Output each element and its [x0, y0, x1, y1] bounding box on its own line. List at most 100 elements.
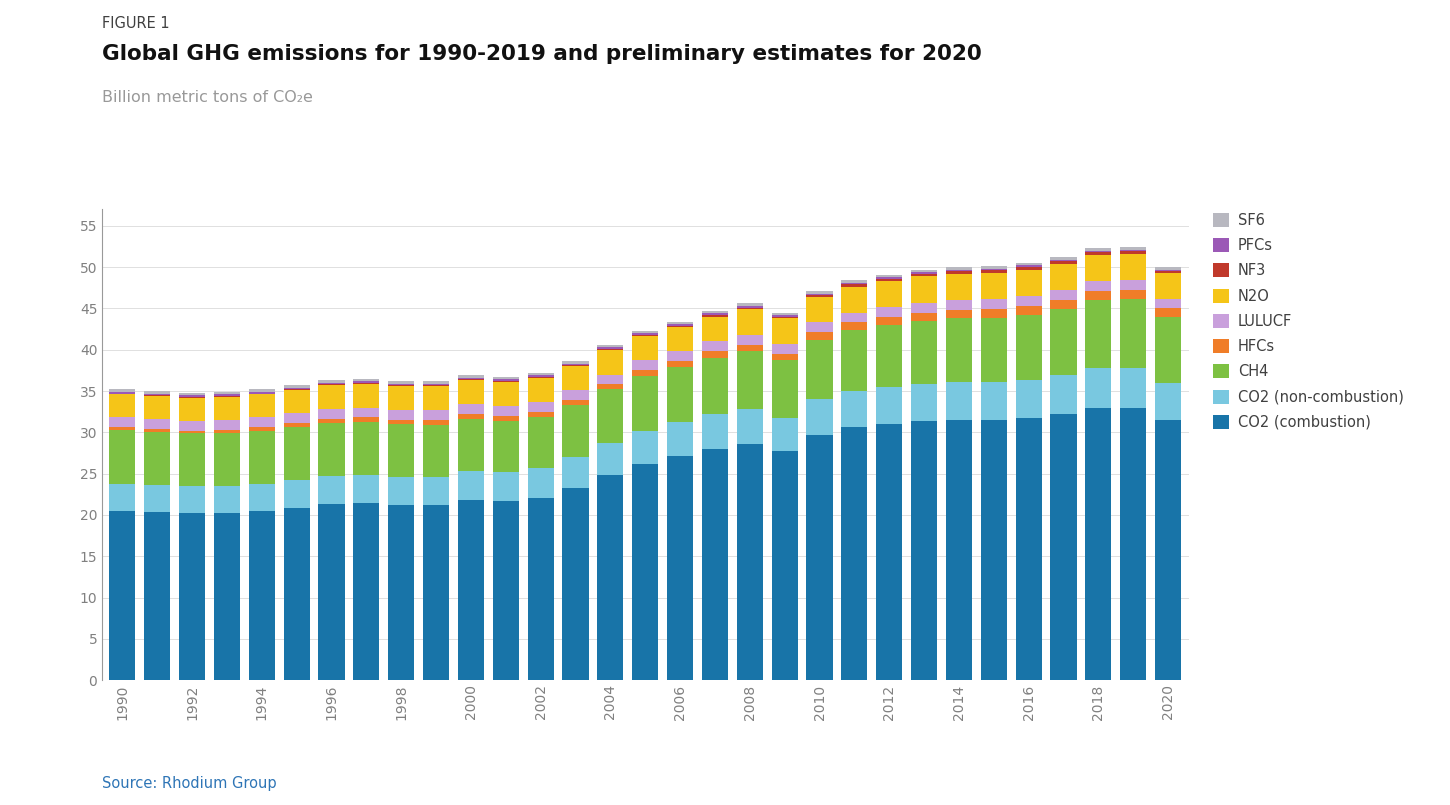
Bar — [876, 387, 902, 424]
Bar — [284, 414, 310, 423]
Bar — [528, 402, 554, 411]
Bar — [563, 400, 589, 405]
Bar — [1156, 271, 1182, 273]
Bar — [249, 390, 276, 392]
Bar — [597, 390, 624, 443]
Bar — [249, 511, 276, 680]
Bar — [563, 405, 589, 457]
Bar — [284, 386, 310, 388]
Bar — [841, 323, 867, 330]
Bar — [876, 325, 902, 387]
Bar — [458, 378, 484, 379]
Bar — [632, 376, 658, 431]
Bar — [597, 385, 624, 390]
Bar — [423, 381, 450, 384]
Bar — [1121, 407, 1147, 680]
Bar — [423, 386, 450, 410]
Bar — [215, 486, 241, 513]
Bar — [493, 472, 519, 501]
Bar — [980, 299, 1006, 309]
Bar — [1121, 254, 1147, 280]
Bar — [876, 307, 902, 316]
Bar — [144, 396, 170, 419]
Bar — [1121, 291, 1147, 299]
Bar — [319, 504, 345, 680]
Bar — [806, 291, 832, 294]
Bar — [1121, 250, 1147, 251]
Bar — [737, 409, 763, 444]
Bar — [109, 511, 135, 680]
Bar — [771, 315, 798, 316]
Bar — [1015, 270, 1041, 296]
Bar — [980, 270, 1006, 273]
Bar — [215, 392, 241, 394]
Bar — [249, 427, 276, 431]
Bar — [109, 484, 135, 511]
Bar — [249, 392, 276, 394]
Bar — [1050, 309, 1076, 375]
Bar — [284, 388, 310, 390]
Bar — [876, 281, 902, 307]
Bar — [423, 477, 450, 505]
Bar — [1085, 407, 1112, 680]
Bar — [980, 382, 1006, 420]
Bar — [876, 424, 902, 680]
Text: Source: Rhodium Group: Source: Rhodium Group — [102, 775, 276, 791]
Bar — [702, 352, 728, 358]
Bar — [737, 309, 763, 335]
Bar — [771, 318, 798, 344]
Bar — [1050, 264, 1076, 291]
Bar — [945, 300, 972, 310]
Bar — [109, 390, 135, 392]
Bar — [667, 361, 693, 367]
Bar — [528, 377, 554, 378]
Bar — [945, 318, 972, 382]
Bar — [806, 323, 832, 332]
Bar — [109, 418, 135, 427]
Bar — [144, 419, 170, 429]
Bar — [632, 370, 658, 376]
Bar — [215, 513, 241, 680]
Bar — [702, 415, 728, 449]
Bar — [249, 418, 276, 427]
Bar — [215, 397, 241, 420]
Bar — [911, 421, 937, 680]
Bar — [945, 271, 972, 274]
Bar — [563, 361, 589, 364]
Bar — [806, 332, 832, 340]
Bar — [354, 407, 380, 418]
Bar — [1085, 300, 1112, 368]
Bar — [841, 287, 867, 312]
Bar — [1085, 254, 1112, 281]
Bar — [771, 452, 798, 680]
Bar — [702, 313, 728, 315]
Bar — [702, 358, 728, 415]
Bar — [737, 303, 763, 306]
Bar — [737, 444, 763, 680]
Bar — [389, 384, 415, 386]
Bar — [1050, 415, 1076, 680]
Bar — [806, 295, 832, 297]
Bar — [389, 505, 415, 680]
Bar — [1050, 291, 1076, 300]
Bar — [737, 306, 763, 308]
Bar — [493, 406, 519, 416]
Bar — [771, 419, 798, 452]
Bar — [458, 380, 484, 404]
Bar — [632, 361, 658, 370]
Bar — [980, 309, 1006, 317]
Bar — [109, 430, 135, 484]
Bar — [911, 270, 937, 272]
Bar — [354, 502, 380, 680]
Bar — [771, 316, 798, 318]
Bar — [458, 500, 484, 680]
Bar — [911, 272, 937, 274]
Bar — [1015, 306, 1041, 315]
Bar — [1085, 368, 1112, 407]
Bar — [389, 477, 415, 505]
Bar — [667, 324, 693, 326]
Bar — [771, 354, 798, 361]
Bar — [1085, 281, 1112, 291]
Bar — [911, 274, 937, 276]
Bar — [178, 431, 206, 433]
